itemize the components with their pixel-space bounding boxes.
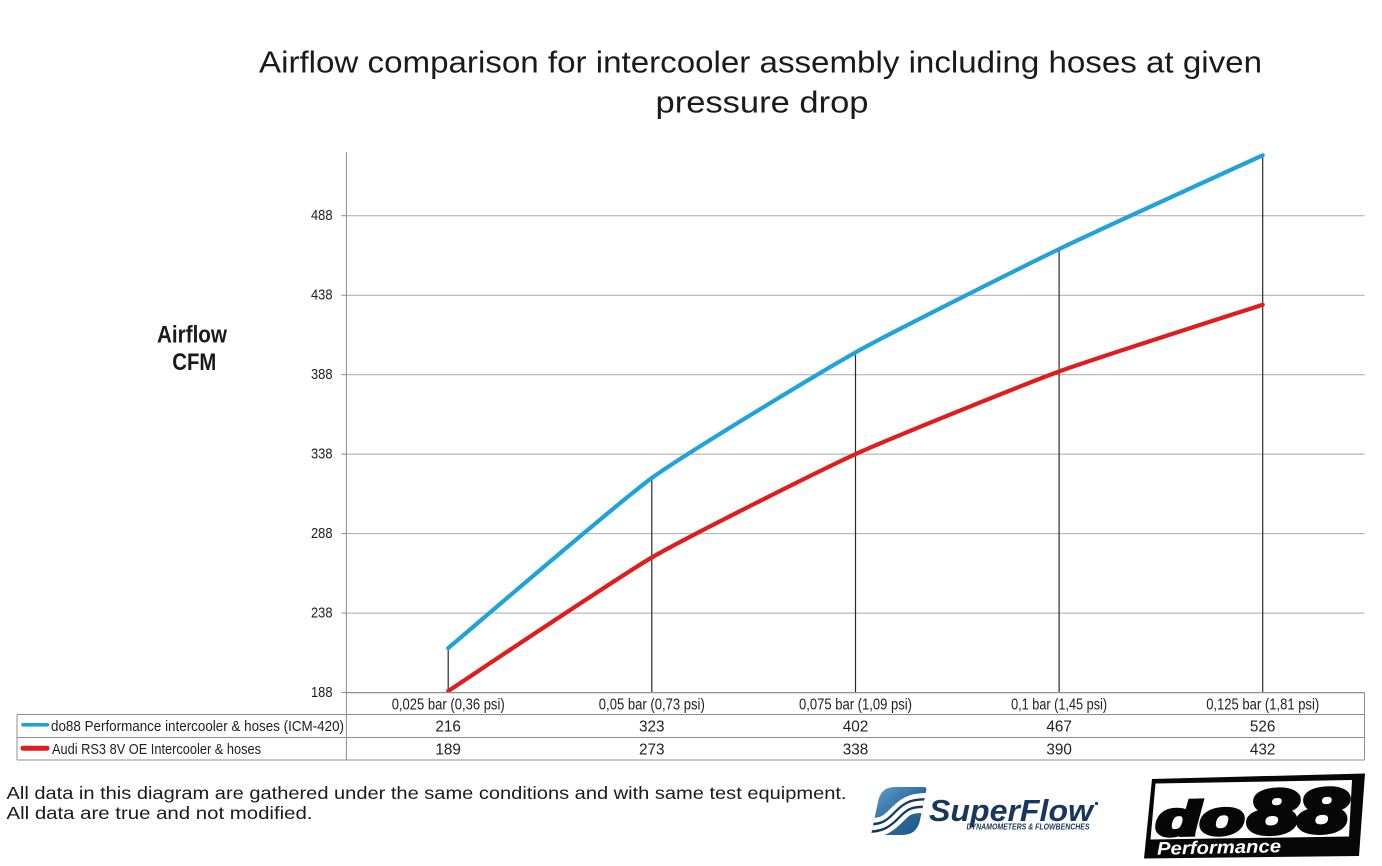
svg-text:0,1 bar (1,45 psi): 0,1 bar (1,45 psi)	[1011, 697, 1107, 714]
svg-text:432: 432	[1250, 741, 1276, 758]
svg-text:216: 216	[435, 718, 461, 735]
svg-text:0,075 bar (1,09 psi): 0,075 bar (1,09 psi)	[799, 697, 912, 714]
svg-text:388: 388	[311, 367, 333, 383]
svg-text:Airflow comparison for interco: Airflow comparison for intercooler assem…	[259, 45, 1262, 80]
svg-text:0,125 bar (1,81 psi): 0,125 bar (1,81 psi)	[1206, 697, 1319, 714]
svg-text:323: 323	[639, 718, 665, 735]
svg-text:CFM: CFM	[172, 349, 216, 376]
svg-text:All data in this diagram are g: All data in this diagram are gathered un…	[7, 783, 847, 803]
svg-text:390: 390	[1046, 741, 1072, 758]
svg-text:488: 488	[311, 208, 333, 224]
svg-text:273: 273	[639, 741, 665, 758]
svg-text:0,025 bar (0,36 psi): 0,025 bar (0,36 psi)	[392, 697, 505, 714]
svg-text:402: 402	[843, 718, 869, 735]
svg-text:Airflow: Airflow	[157, 322, 227, 349]
svg-text:88: 88	[1247, 777, 1349, 848]
svg-text:Performance: Performance	[1157, 836, 1281, 859]
svg-text:DYNAMOMETERS & FLOWBENCHES: DYNAMOMETERS & FLOWBENCHES	[967, 822, 1090, 832]
svg-text:338: 338	[311, 446, 333, 462]
svg-text:467: 467	[1046, 718, 1072, 735]
svg-text:All data are true and not modi: All data are true and not modified.	[7, 803, 313, 823]
svg-text:do88 Performance intercooler &: do88 Performance intercooler & hoses (IC…	[51, 718, 344, 735]
svg-text:438: 438	[311, 287, 333, 303]
svg-text:do: do	[1156, 791, 1245, 846]
svg-text:189: 189	[435, 741, 461, 758]
svg-text:Audi RS3 8V OE Intercooler & h: Audi RS3 8V OE Intercooler & hoses	[52, 741, 261, 758]
svg-text:288: 288	[311, 526, 333, 542]
svg-text:SuperFlow: SuperFlow	[929, 793, 1095, 828]
svg-text:0,05 bar (0,73 psi): 0,05 bar (0,73 psi)	[599, 697, 705, 714]
svg-text:pressure drop: pressure drop	[656, 84, 869, 119]
svg-text:188: 188	[311, 685, 333, 701]
svg-text:338: 338	[843, 741, 869, 758]
svg-text:526: 526	[1250, 718, 1276, 735]
svg-text:238: 238	[311, 605, 333, 621]
